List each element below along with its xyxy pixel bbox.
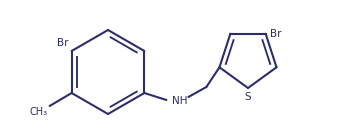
Text: NH: NH (172, 96, 188, 106)
Text: CH₃: CH₃ (30, 107, 48, 117)
Text: Br: Br (270, 29, 281, 39)
Text: S: S (245, 92, 251, 102)
Text: Br: Br (57, 38, 69, 48)
